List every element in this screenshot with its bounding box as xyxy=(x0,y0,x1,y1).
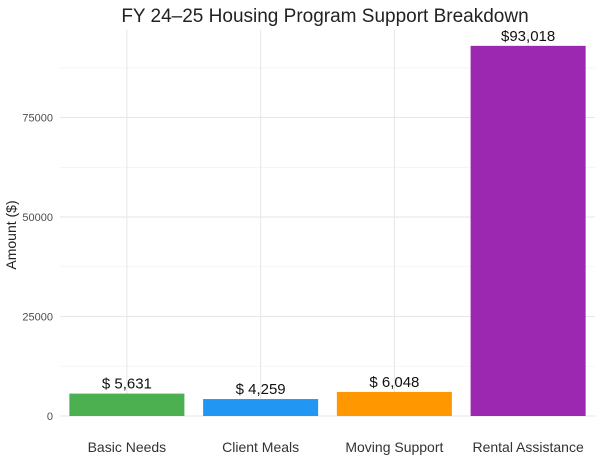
y-tick-label: 75000 xyxy=(22,113,53,125)
data-label: $ 5,631 xyxy=(102,376,152,393)
chart-title: FY 24–25 Housing Program Support Breakdo… xyxy=(121,6,528,27)
data-label: $ 6,048 xyxy=(369,374,419,391)
y-tick-label: 50000 xyxy=(22,212,53,224)
y-axis: 0 25000 50000 75000 xyxy=(22,113,53,423)
x-tick-label: Moving Support xyxy=(345,439,443,455)
bar-moving-support xyxy=(336,391,452,416)
y-tick-label: 0 xyxy=(47,411,53,423)
data-label: $ 4,259 xyxy=(236,381,286,398)
x-tick-label: Rental Assistance xyxy=(472,439,583,455)
y-axis-label: Amount ($) xyxy=(3,200,19,269)
bar-client-meals xyxy=(203,399,319,416)
data-labels: $ 5,631 $ 4,259 $ 6,048 $93,018 xyxy=(102,28,555,398)
x-tick-label: Client Meals xyxy=(222,439,299,455)
data-label: $93,018 xyxy=(501,28,555,45)
bar-basic-needs xyxy=(69,393,185,416)
bars xyxy=(69,45,586,417)
y-tick-label: 25000 xyxy=(22,312,53,324)
bar-rental-assistance xyxy=(470,45,586,417)
x-axis: Basic Needs Client Meals Moving Support Ren… xyxy=(88,439,584,455)
x-tick-label: Basic Needs xyxy=(88,439,167,455)
